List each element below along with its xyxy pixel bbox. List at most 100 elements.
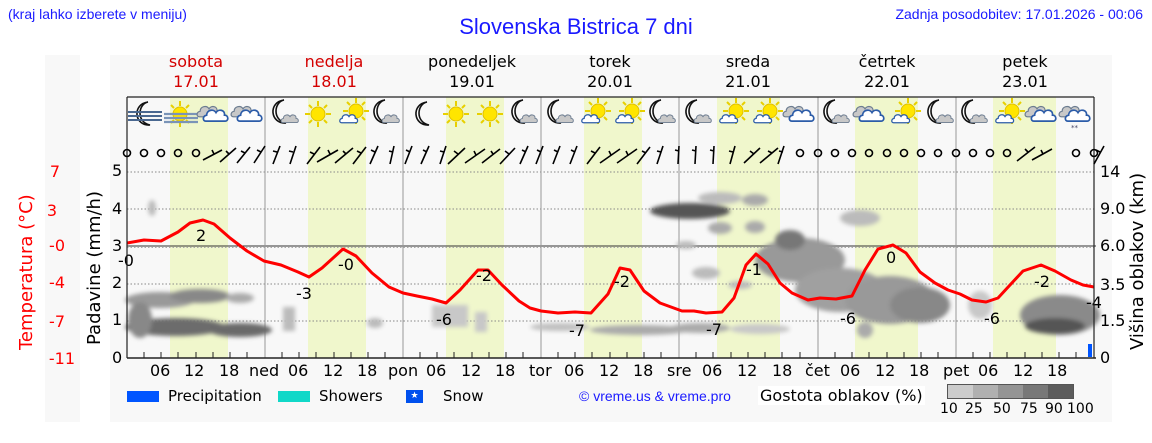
x-tick: 06	[978, 361, 999, 380]
moon-cloud-icon	[548, 100, 573, 123]
svg-text:-3: -3	[296, 284, 312, 303]
x-tick: 12	[1013, 361, 1034, 380]
day-label-0: sobota 17.01	[168, 52, 224, 91]
cloud-height-tick: 14	[1100, 162, 1121, 181]
x-tick: sre	[667, 361, 692, 380]
last-update: Zadnja posodobitev: 17.01.2026 - 00:06	[895, 6, 1143, 22]
x-tick: 06	[702, 361, 723, 380]
x-ticks	[143, 352, 1077, 358]
x-tick: tor	[529, 361, 552, 380]
cloudy-icon	[231, 107, 262, 122]
x-tick: 12	[875, 361, 896, 380]
svg-text:-1: -1	[746, 260, 762, 279]
temp-tick: -7	[49, 312, 65, 331]
day-label-5: četrtek 22.01	[858, 52, 916, 91]
precip-tick: 5	[112, 161, 123, 180]
legend-precipitation: Precipitation	[127, 387, 262, 405]
cloud-height-tick: 3.5	[1100, 275, 1126, 294]
cloudy-icon	[783, 107, 814, 122]
x-tick: ned	[249, 361, 280, 380]
precip-tick: 3	[112, 236, 123, 255]
svg-text:-6: -6	[436, 310, 452, 329]
x-tick: 12	[323, 361, 344, 380]
wind-barbs	[122, 145, 1105, 165]
moon-cloud-icon	[824, 100, 849, 123]
moon-cloud-icon	[686, 100, 711, 123]
svg-text:-2: -2	[1034, 272, 1050, 291]
x-tick: 12	[461, 361, 482, 380]
x-tick: 18	[633, 361, 654, 380]
precip-tick: 0	[112, 348, 123, 367]
moon-cloud-icon	[650, 100, 675, 123]
precipitation-axis-title: Padavine (mm/h)	[84, 191, 105, 345]
temperature-line	[126, 218, 1095, 315]
x-tick: čet	[805, 361, 830, 380]
moon-cloud-icon	[512, 100, 537, 123]
temp-tick: 7	[49, 162, 60, 181]
cloud-height-axis-title: Višina oblakov (km)	[1127, 172, 1148, 350]
x-tick: pet	[943, 361, 970, 380]
temperature-axis-panel	[45, 55, 80, 422]
svg-text:-7: -7	[569, 321, 585, 340]
x-tick: pon	[388, 361, 419, 380]
cloud-density	[125, 192, 1100, 338]
x-tick: 06	[840, 361, 861, 380]
credits-link[interactable]: © vreme.us & vreme.pro	[579, 388, 731, 404]
legend-showers-label: Showers	[319, 387, 383, 405]
precip-tick: 2	[112, 273, 123, 292]
scale-label: 25	[965, 401, 983, 417]
page-title: Slovenska Bistrica 7 dni	[459, 14, 693, 39]
cloud-height-tick: 9.0	[1100, 199, 1126, 218]
legend-snow-label: Snow	[443, 387, 484, 405]
legend-precipitation-label: Precipitation	[168, 387, 262, 405]
svg-text:0: 0	[886, 248, 896, 267]
moon-cloud-icon	[928, 100, 953, 123]
showers-swatch	[278, 390, 310, 402]
svg-text:-0: -0	[338, 255, 354, 274]
day-label-2: ponedeljek 19.01	[428, 52, 516, 91]
x-tick: 06	[426, 361, 447, 380]
moon-cloud-icon	[962, 100, 987, 123]
cloud-height-tick: 6.0	[1100, 236, 1126, 255]
day-label-4: sreda 21.01	[725, 52, 771, 91]
svg-text:-2: -2	[476, 266, 492, 285]
x-tick: 06	[564, 361, 585, 380]
temp-tick: -0	[49, 236, 65, 255]
legend-snow: ★ Snow	[406, 387, 483, 405]
x-tick: 12	[599, 361, 620, 380]
precip-tick: 1	[112, 310, 123, 329]
scale-label: 50	[993, 401, 1011, 417]
x-tick: 18	[219, 361, 240, 380]
scale-label: 10	[940, 401, 958, 417]
svg-text:-2: -2	[614, 272, 630, 291]
moon-icon	[416, 102, 429, 125]
x-tick: 06	[150, 361, 171, 380]
x-tick: 18	[357, 361, 378, 380]
daylight-bands	[170, 97, 1056, 358]
snow-star-icon: ★	[406, 389, 423, 403]
svg-text:-6: -6	[840, 309, 856, 328]
x-tick: 06	[288, 361, 309, 380]
precipitation-bar	[1088, 344, 1092, 357]
x-tick: 12	[737, 361, 758, 380]
svg-text:-0: -0	[118, 251, 134, 270]
precipitation-swatch	[127, 390, 159, 402]
moon-cloud-icon	[273, 100, 298, 123]
scale-label: 75	[1020, 401, 1038, 417]
svg-text:-7: -7	[706, 320, 722, 339]
x-tick: 18	[495, 361, 516, 380]
x-tick: 18	[772, 361, 793, 380]
precip-tick: 4	[112, 199, 123, 218]
scale-label: 90	[1045, 401, 1063, 417]
svg-text:-6: -6	[984, 309, 1000, 328]
temperature-axis-title: Temperatura (°C)	[16, 194, 37, 350]
day-label-3: torek 20.01	[587, 52, 633, 91]
moon-cloud-icon	[374, 100, 399, 123]
day-label-6: petek 23.01	[1002, 52, 1048, 91]
temp-tick: -11	[48, 349, 75, 368]
temp-tick: 3	[46, 201, 57, 220]
x-tick: 18	[1047, 361, 1068, 380]
snow-cloud-icon	[1059, 107, 1090, 132]
cloud-height-tick: 0	[1100, 348, 1111, 367]
cloud-density-title: Gostota oblakov (%)	[758, 386, 925, 405]
